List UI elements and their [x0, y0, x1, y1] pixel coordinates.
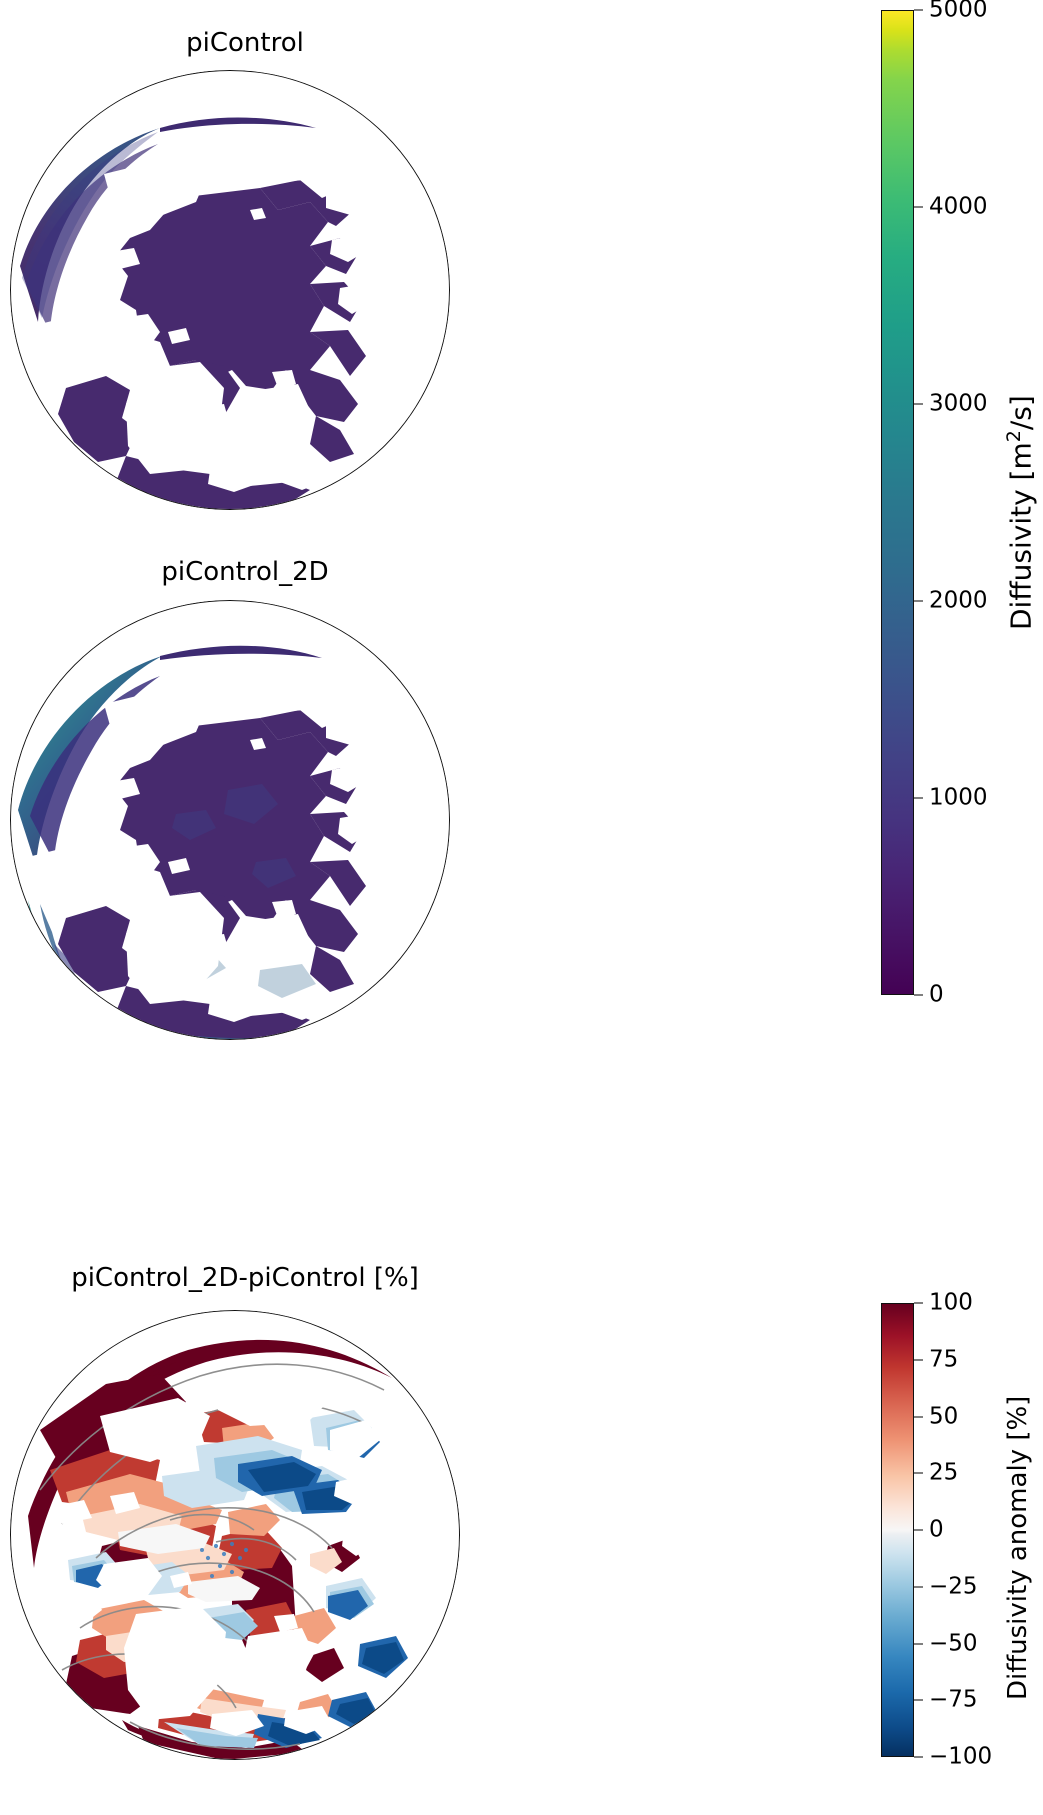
colorbar-label-superscript: 2: [1003, 430, 1025, 443]
globe-map-picontrol-2d: [11, 601, 449, 1039]
tick-dash: [914, 1756, 923, 1758]
tick-dash: [914, 9, 923, 11]
colorbar-tick: 3000: [914, 392, 988, 416]
colorbar-tick: 1000: [914, 786, 988, 810]
panel-picontrol: piControl: [0, 10, 490, 510]
colorbar-tick: 25: [914, 1461, 958, 1485]
colorbar-tick: 0: [914, 983, 944, 1007]
colorbar-tick: 4000: [914, 195, 988, 219]
tick-dash: [914, 403, 923, 405]
colorbar-tick: −25: [914, 1575, 978, 1598]
tick-dash: [914, 600, 923, 602]
colorbar-tick: 50: [914, 1405, 958, 1428]
tick-dash: [914, 1529, 923, 1531]
colorbar-anomaly-ticks: 100 75 50 25 0 −25 −50 −75: [914, 1291, 1043, 1768]
colorbar-tick: −100: [914, 1745, 992, 1769]
panel-anomaly: piControl_2D-piControl [%]: [0, 1255, 490, 1800]
panel-title-picontrol-2d: piControl_2D: [161, 557, 329, 587]
colorbar-tick: −50: [914, 1632, 978, 1655]
colorbar-tick: −75: [914, 1688, 978, 1712]
colorbar-diffusivity-gradient[interactable]: [881, 10, 914, 995]
colorbar-label-main: Diffusivity [m: [1004, 442, 1038, 630]
tick-dash: [914, 206, 923, 208]
colorbar-tick: 2000: [914, 589, 988, 613]
tick-dash: [914, 797, 923, 799]
tick-dash: [914, 1472, 923, 1474]
globe-picontrol-2d: [10, 600, 450, 1040]
tick-dash: [914, 1416, 923, 1417]
panel-picontrol-2d: piControl_2D: [0, 545, 490, 1045]
colorbar-tick: 0: [914, 1518, 944, 1542]
panel-title-anomaly: piControl_2D-piControl [%]: [71, 1263, 419, 1293]
globe-map-picontrol: [11, 71, 449, 509]
globe-anomaly: [10, 1310, 460, 1760]
colorbar-label-tail: /s]: [1004, 395, 1038, 431]
colorbar-tick: 75: [914, 1348, 958, 1371]
globe-map-anomaly: [11, 1311, 459, 1759]
tick-dash: [914, 1699, 923, 1701]
tick-dash: [914, 1586, 923, 1588]
colorbar-diffusivity-ticks: 5000 4000 3000 2000 1000 0: [914, 0, 1043, 1006]
colorbar-anomaly-gradient[interactable]: [881, 1303, 914, 1757]
tick-dash: [914, 1359, 923, 1361]
tick-dash: [914, 994, 923, 996]
tick-dash: [914, 1643, 923, 1644]
panel-title-picontrol: piControl: [186, 28, 304, 58]
tick-dash: [914, 1302, 923, 1304]
colorbar-diffusivity-label: Diffusivity [m2/s]: [1003, 395, 1038, 630]
colorbar-tick: 5000: [914, 0, 988, 22]
colorbar-anomaly-label: Diffusivity anomaly [%]: [1003, 1395, 1033, 1700]
colorbar-tick: 100: [914, 1291, 973, 1315]
globe-picontrol: [10, 70, 450, 510]
